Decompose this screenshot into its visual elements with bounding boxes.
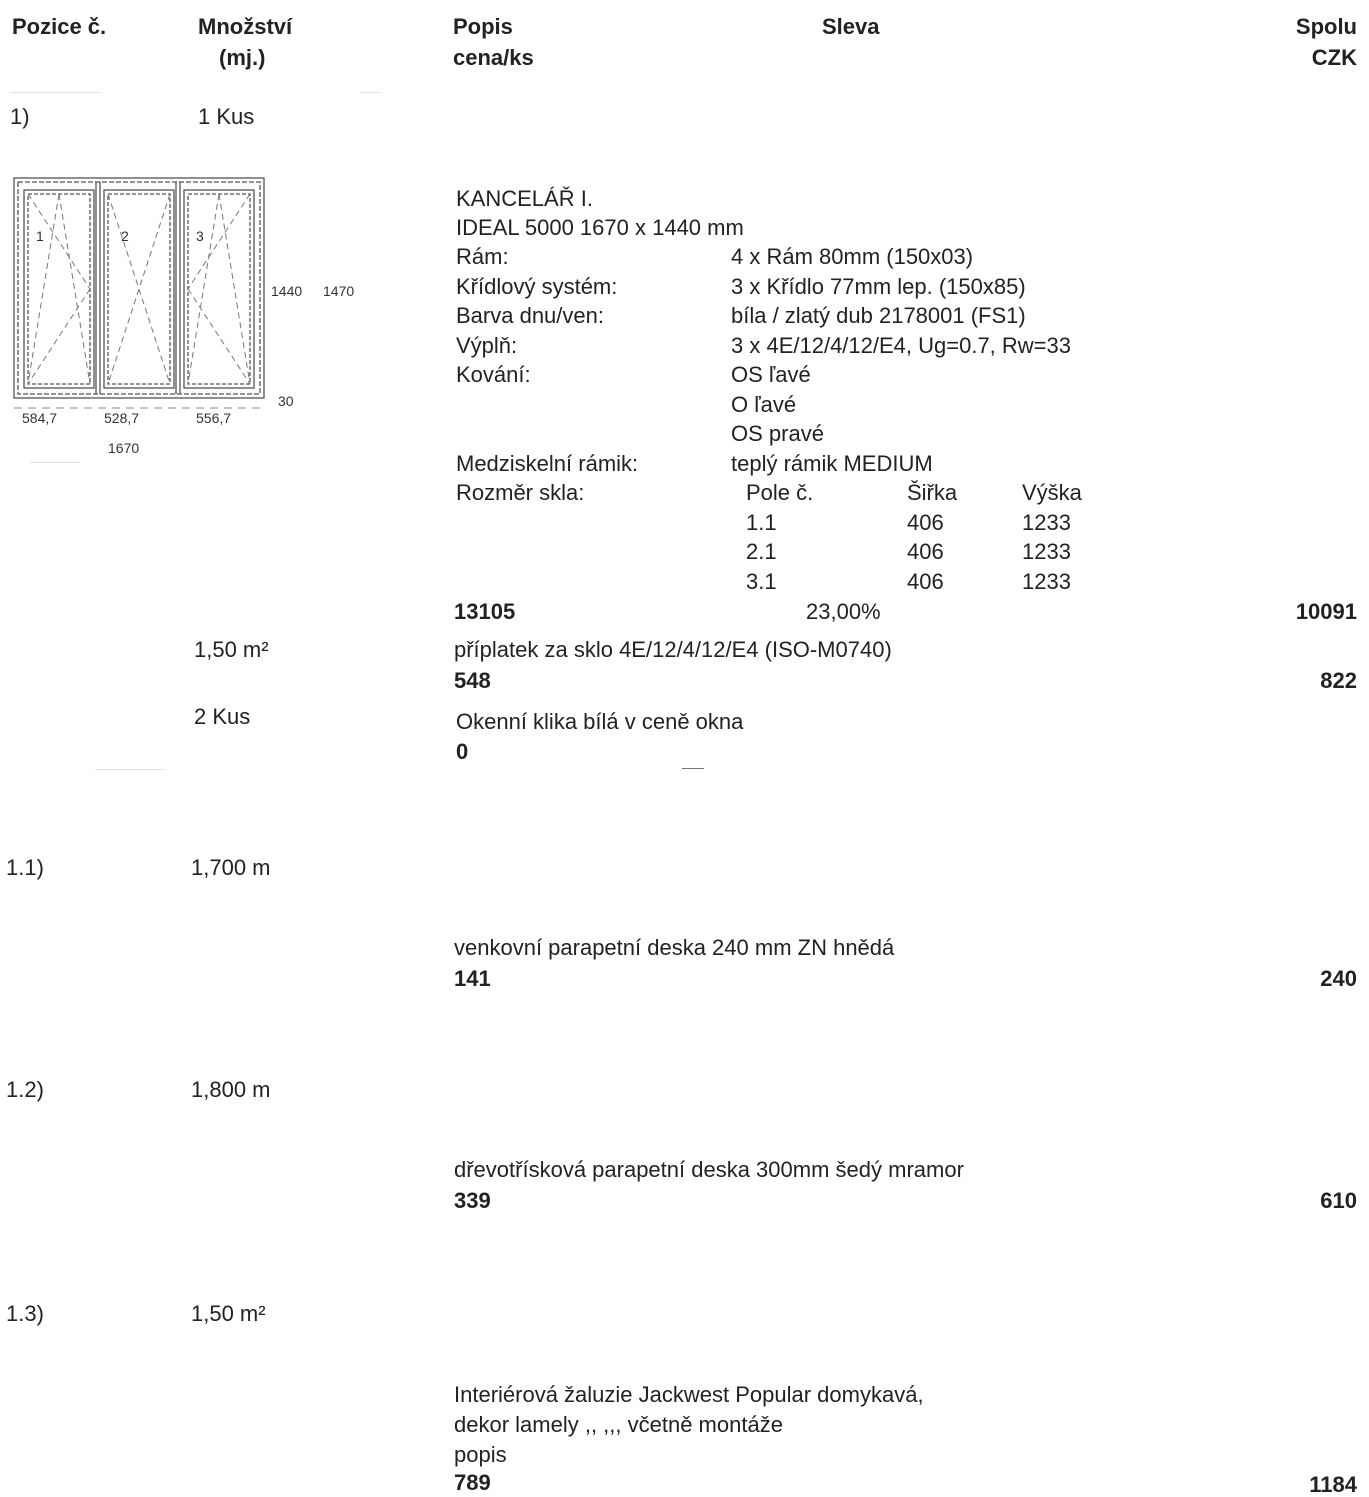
glass-cell: 2.1 [746, 539, 777, 564]
dimension-width: 556,7 [196, 410, 232, 426]
scan-mark [360, 92, 380, 93]
spec-label: Barva dnu/ven: [456, 303, 604, 328]
spec-value: 3 x 4E/12/4/12/E4, Ug=0.7, Rw=33 [731, 333, 1072, 358]
unit-price: 141 [454, 966, 491, 991]
glass-cell: 1233 [1022, 569, 1071, 594]
position-number: 1.3) [6, 1301, 44, 1326]
item-description: popis [454, 1442, 507, 1467]
line-total: 240 [1320, 966, 1357, 991]
extra-description: Okenní klika bílá v ceně okna [456, 709, 744, 734]
col-header-sleva: Sleva [822, 14, 880, 39]
scan-mark [95, 769, 165, 770]
dimension-sill: 30 [278, 393, 294, 409]
extra-description: příplatek za sklo 4E/12/4/12/E4 (ISO-M07… [454, 637, 892, 662]
scan-mark [30, 462, 80, 463]
position-number: 1.1) [6, 855, 44, 880]
unit-price: 339 [454, 1188, 491, 1213]
spec-label: Kování: [456, 362, 531, 387]
glass-cell: 3.1 [746, 569, 777, 594]
col-header-mnozstvi-unit: (mj.) [219, 45, 266, 70]
item-description: dřevotřísková parapetní deska 300mm šedý… [454, 1157, 964, 1182]
dimension-width: 528,7 [104, 410, 140, 426]
dimension-lines [14, 407, 264, 409]
dimension-height-outer: 1470 [323, 283, 355, 299]
spec-label: Křídlový systém: [456, 274, 618, 299]
glass-header: Šiřka [907, 480, 958, 505]
glass-cell: 1233 [1022, 510, 1071, 535]
glass-size-label: Rozměr skla: [456, 480, 585, 505]
glass-header: Výška [1022, 480, 1082, 505]
col-header-spolu: Spolu [1295, 14, 1357, 39]
spec-label: Medziskelní rámik: [456, 451, 639, 476]
extra-quantity: 2 Kus [194, 704, 251, 729]
quantity: 1 Kus [198, 104, 255, 129]
spec-value: 4 x Rám 80mm (150x03) [731, 244, 974, 269]
item-description: venkovní parapetní deska 240 mm ZN hnědá [454, 935, 895, 960]
sash-label: 1 [36, 228, 44, 244]
dimension-height-inner: 1440 [271, 283, 303, 299]
line-total: 10091 [1295, 599, 1357, 624]
line-total: 610 [1320, 1188, 1357, 1213]
scan-mark [682, 768, 704, 769]
sash-label: 3 [196, 228, 204, 244]
glass-cell: 1233 [1022, 539, 1071, 564]
spec-label: Výplň: [456, 333, 518, 358]
sash-label: 2 [121, 228, 129, 244]
item-description: Interiérová žaluzie Jackwest Popular dom… [454, 1382, 924, 1407]
spec-value: teplý rámik MEDIUM [731, 451, 933, 476]
unit-price: 13105 [454, 599, 516, 624]
spec-value: O ľavé [731, 392, 797, 417]
position-number: 1.2) [6, 1077, 44, 1102]
item-title: KANCELÁŘ I. [456, 186, 593, 211]
spec-value: OS pravé [731, 421, 824, 446]
dimension-width: 584,7 [22, 410, 58, 426]
spec-value: bíla / zlatý dub 2178001 (FS1) [731, 303, 1026, 328]
extra-total: 822 [1320, 668, 1357, 693]
col-header-popis: Popis [453, 14, 513, 39]
dimension-total-width: 1670 [108, 440, 140, 456]
quantity: 1,700 m [191, 855, 271, 880]
window-frame [13, 177, 265, 399]
col-header-czk: CZK [1311, 45, 1357, 70]
quantity: 1,800 m [191, 1077, 271, 1102]
extra-quantity: 1,50 m² [194, 637, 269, 662]
opening-lines [27, 193, 251, 385]
col-header-pozice: Pozice č. [12, 14, 107, 39]
spec-value: OS ľavé [731, 362, 811, 387]
discount: 23,00% [806, 599, 881, 624]
glass-cell: 406 [907, 510, 944, 535]
glass-cell: 406 [907, 539, 944, 564]
scan-mark [10, 92, 100, 93]
quantity: 1,50 m² [191, 1301, 266, 1326]
unit-price: 789 [454, 1470, 491, 1495]
col-header-cena-ks: cena/ks [453, 45, 534, 70]
col-header-mnozstvi: Množství [198, 14, 293, 39]
item-model: IDEAL 5000 1670 x 1440 mm [456, 215, 744, 240]
position-number: 1) [10, 104, 30, 129]
window-drawing [13, 177, 265, 409]
line-total: 1184 [1309, 1472, 1357, 1497]
extra-unit-price: 0 [456, 739, 469, 764]
spec-value: 3 x Křídlo 77mm lep. (150x85) [731, 274, 1026, 299]
glass-header: Pole č. [746, 480, 814, 505]
glass-cell: 1.1 [746, 510, 777, 535]
extra-unit-price: 548 [454, 668, 491, 693]
item-description: dekor lamely ,, ,,, včetně montáže [454, 1412, 783, 1437]
glass-cell: 406 [907, 569, 944, 594]
spec-label: Rám: [456, 244, 509, 269]
